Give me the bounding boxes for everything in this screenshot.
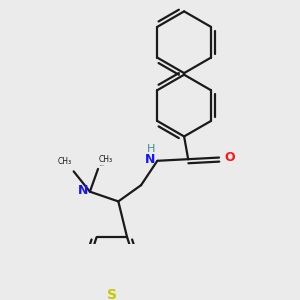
Text: S: S bbox=[107, 288, 117, 300]
Text: CH₃: CH₃ bbox=[99, 155, 113, 164]
Text: N: N bbox=[145, 153, 155, 166]
Text: O: O bbox=[224, 151, 235, 164]
Text: methyl: methyl bbox=[100, 165, 104, 166]
Text: CH₃: CH₃ bbox=[58, 158, 72, 166]
Text: N: N bbox=[78, 184, 88, 196]
Text: H: H bbox=[146, 144, 155, 154]
